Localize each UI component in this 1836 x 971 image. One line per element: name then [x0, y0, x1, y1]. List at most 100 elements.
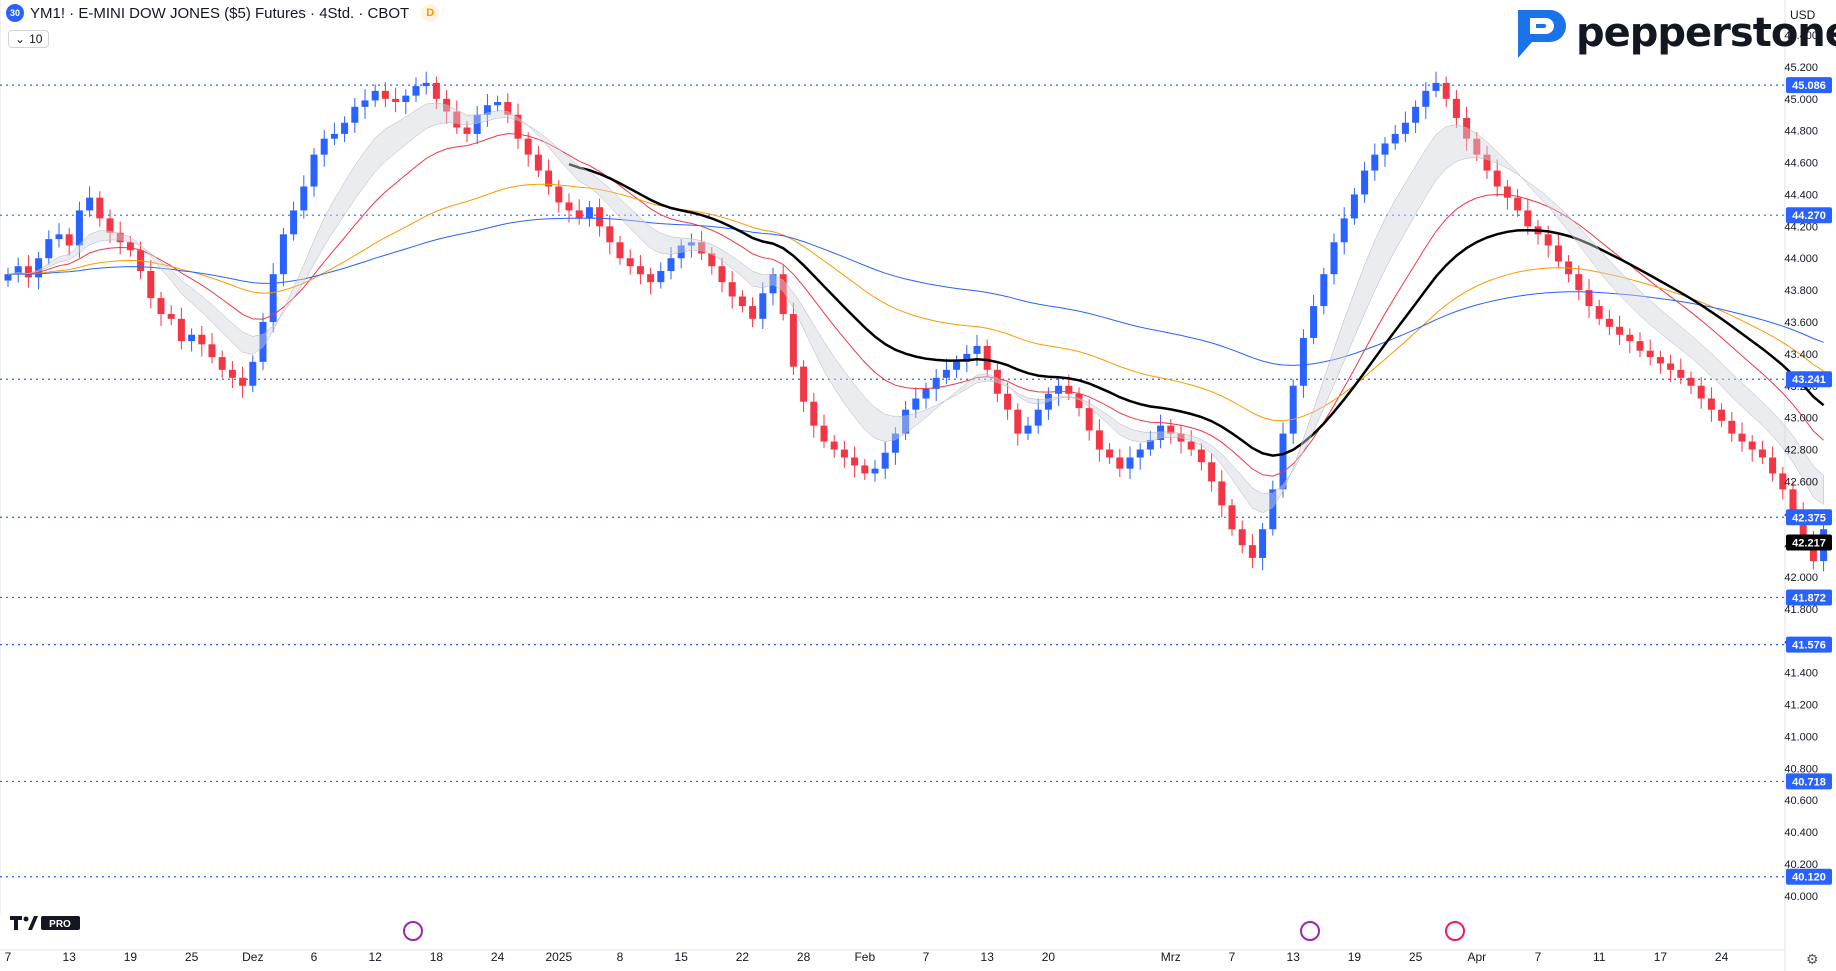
candle-body: [208, 344, 216, 358]
candle-body: [494, 102, 502, 106]
candle-body: [443, 98, 451, 112]
candle-body: [1748, 441, 1756, 450]
candle-body: [1106, 449, 1114, 458]
event-marker-icon[interactable]: [1445, 921, 1465, 941]
candle-body: [330, 133, 338, 139]
price-level-badge: [1786, 773, 1832, 790]
candle-body: [381, 90, 389, 99]
price-tick-label: 43.600: [1784, 317, 1818, 329]
candle-body: [1718, 409, 1726, 421]
time-tick-label: 28: [797, 950, 811, 964]
candle-body: [351, 106, 359, 123]
candle-body: [86, 197, 94, 211]
time-tick-label: 18: [430, 950, 444, 964]
candle-body: [1055, 385, 1063, 394]
candle-body: [1157, 425, 1165, 440]
candle-body: [249, 361, 257, 386]
price-tick-label: 41.000: [1784, 731, 1818, 743]
candle-body: [147, 270, 155, 299]
ema-slow-line: [7, 217, 1824, 366]
candle-body: [708, 253, 716, 267]
price-level-label: 41.576: [1792, 640, 1826, 652]
data-status-badge[interactable]: D: [421, 4, 440, 22]
price-tick-label: 41.200: [1784, 700, 1818, 712]
price-tick-label: 45.000: [1784, 94, 1818, 106]
candle-body: [1289, 385, 1297, 434]
candle-body: [534, 154, 542, 171]
candle-body: [1146, 439, 1154, 450]
ema-mid-line: [7, 183, 1824, 422]
candle-body: [1442, 82, 1450, 99]
time-tick-label: 7: [1535, 950, 1542, 964]
candle-body: [861, 465, 869, 474]
price-tick-label: 40.000: [1784, 891, 1818, 903]
event-marker-icon[interactable]: [403, 921, 423, 941]
price-tick-label: 44.200: [1784, 221, 1818, 233]
candle-body: [1340, 218, 1348, 243]
candle-body: [96, 197, 104, 219]
time-tick-label: 7: [1229, 950, 1236, 964]
gear-icon[interactable]: ⚙: [1806, 951, 1819, 967]
candle-body: [1248, 545, 1256, 558]
candle-body: [1126, 457, 1134, 469]
tv-badge: PRO: [49, 919, 71, 930]
candle-body: [1483, 154, 1491, 171]
time-tick-label: 22: [736, 950, 750, 964]
candle-body: [4, 274, 12, 281]
candle-body: [1779, 473, 1787, 490]
candle-body: [1381, 143, 1389, 155]
candle-body: [718, 266, 726, 283]
candle-body: [1646, 350, 1654, 358]
candle-body: [1361, 170, 1369, 195]
candle-body: [881, 452, 889, 469]
event-marker-icon[interactable]: [1300, 921, 1320, 941]
candle-body: [126, 242, 134, 251]
time-tick-label: 6: [311, 950, 318, 964]
candle-body: [749, 306, 757, 319]
candle-body: [1432, 82, 1440, 91]
candle-body: [942, 369, 950, 378]
time-tick-label: 24: [491, 950, 505, 964]
currency-label[interactable]: USD: [1790, 8, 1816, 22]
price-level-badge: [1786, 77, 1832, 94]
candle-body: [1636, 341, 1644, 351]
ema-fast-line: [7, 133, 1824, 477]
candle-body: [677, 245, 685, 259]
candle-body: [565, 202, 573, 211]
time-tick-label: 2025: [545, 950, 572, 964]
candle-body: [514, 114, 522, 139]
candle-body: [1116, 457, 1124, 469]
time-tick-label: 17: [1654, 950, 1668, 964]
price-tick-label: 43.400: [1784, 349, 1818, 361]
candle-body: [1667, 363, 1675, 370]
interval-selector[interactable]: ⌄ 10: [8, 30, 50, 48]
candle-body: [75, 210, 83, 246]
candle-body: [341, 122, 349, 134]
brand-logo: pepperstone: [1508, 6, 1836, 60]
candle-body: [1167, 425, 1175, 434]
candle-body: [1228, 505, 1236, 530]
candle-body: [953, 361, 961, 370]
candle-body: [1738, 433, 1746, 442]
candle-body: [1371, 154, 1379, 171]
candle-body: [800, 366, 808, 402]
candle-body: [1626, 334, 1634, 342]
candle-body: [1585, 290, 1593, 307]
candle-body: [1656, 357, 1664, 364]
candle-body: [24, 266, 32, 278]
candle-body: [483, 105, 491, 115]
candle-body: [1697, 385, 1705, 399]
price-tick-label: 41.800: [1784, 604, 1818, 616]
candle-body: [188, 334, 196, 342]
candle-body: [1208, 462, 1216, 482]
time-tick-label: 24: [1715, 950, 1729, 964]
candle-body: [779, 274, 787, 315]
candle-body: [667, 258, 675, 271]
candle-body: [1187, 441, 1195, 450]
candle-body: [1004, 393, 1012, 410]
candle-body: [45, 239, 53, 259]
candle-body: [1299, 337, 1307, 386]
time-tick-label: Mrz: [1161, 950, 1181, 964]
candle-body: [1616, 326, 1624, 335]
